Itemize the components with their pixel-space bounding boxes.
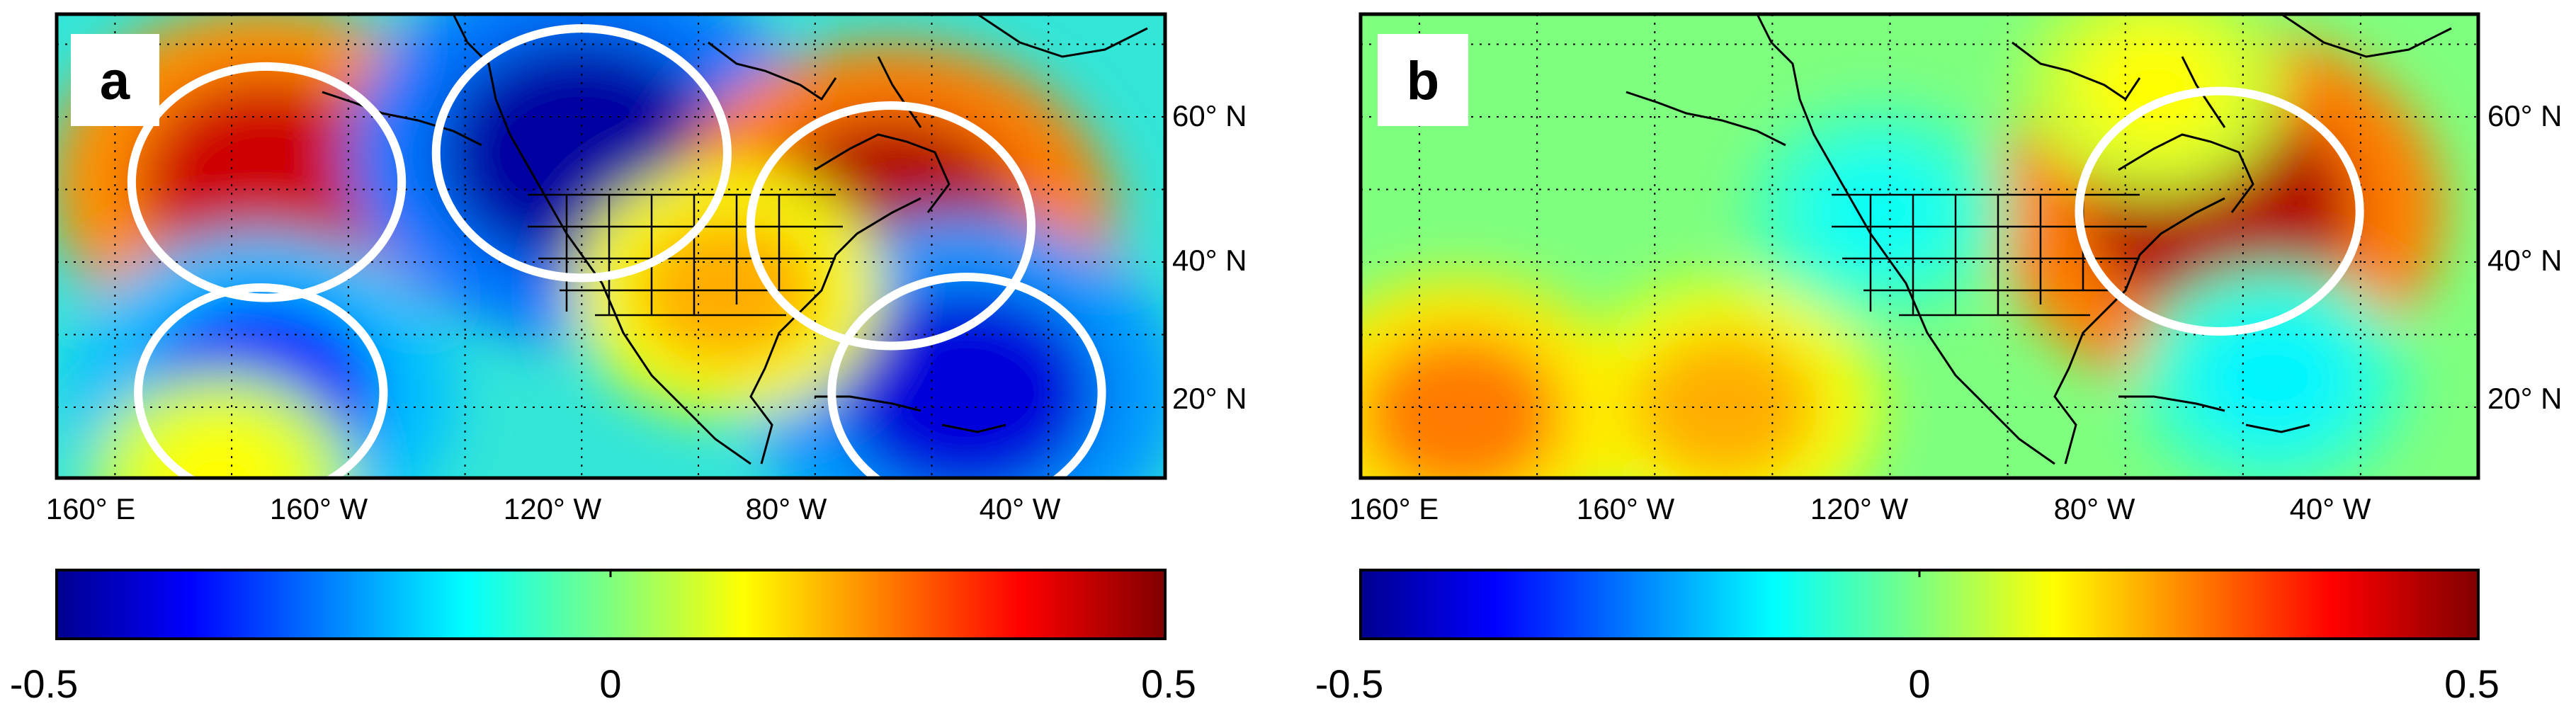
colorbar-a: -0.5 0 0.5 [10,569,1196,706]
lat-tick-b-60n: 60° N [2487,99,2563,132]
colorbar-b: -0.5 0 0.5 [1315,569,2500,706]
colorbar-a-min: -0.5 [10,661,79,706]
colorbar-b-mid: 0 [1908,661,1930,706]
significance-contour [134,283,388,478]
coastlines-a [322,14,1148,465]
colorbar-b-max: 0.5 [2444,661,2500,706]
anomaly-core [137,76,397,288]
map-frame-a [55,12,1167,480]
colorbar-b-min: -0.5 [1315,661,1384,706]
anomaly-field-b [1361,14,2445,478]
anomaly-core [141,415,299,478]
lat-tick-b-40n: 40° N [2487,244,2563,277]
lon-tick-b-120w: 120° W [1810,492,1909,525]
panel-label-b: b [1407,51,1439,111]
significance-contours-b [2075,86,2364,336]
panel-label-box-b [1378,34,1468,126]
panel-label-a: a [100,51,130,111]
panel-label-box-a [71,34,159,126]
anomaly-field-a [57,14,1165,478]
anomaly-core [1361,332,1562,478]
us-states-b [1832,193,2147,317]
significance-contours-a [127,24,1106,478]
anomaly-core [2190,311,2355,445]
lat-tick-a-60n: 60° N [1172,99,1247,132]
lat-tick-a-40n: 40° N [1172,244,1247,277]
lon-tick-b-160e: 160° E [1349,492,1439,525]
colorbar-b-ramp [1359,569,2480,640]
lon-tick-b-80w: 80° W [2054,492,2135,525]
significance-contour [431,24,732,283]
anomaly-core [1633,331,1818,478]
map-panel-b: b 160° E 160° W 120° W 80° W 40° W 60° N… [1315,12,2563,706]
significance-contour [827,273,1106,478]
lat-tick-a-20n: 20° N [1172,382,1247,415]
colorbar-a-max: 0.5 [1141,661,1196,706]
lon-tick-a-80w: 80° W [746,492,827,525]
lon-tick-a-160w: 160° W [270,492,368,525]
lon-tick-b-160w: 160° W [1577,492,1675,525]
colorbar-a-ramp [55,569,1167,640]
significance-contour [127,62,407,302]
us-states-a [528,193,843,317]
lon-tick-a-40w: 40° W [980,492,1061,525]
map-panel-a: a 160° E 160° W 120° W 80° W 40° W 60° N… [10,12,1247,706]
significance-contour [2075,86,2364,336]
map-frame-b [1358,12,2480,480]
colorbar-a-mid: 0 [599,661,621,706]
anomaly-core [1799,147,1958,276]
anomaly-core [2075,23,2234,152]
lon-tick-b-40w: 40° W [2290,492,2371,525]
significance-contour [746,101,1035,351]
anomaly-core [836,287,1097,478]
lon-tick-a-120w: 120° W [504,492,602,525]
lon-tick-a-160e: 160° E [46,492,136,525]
lat-tick-b-20n: 20° N [2487,382,2563,415]
